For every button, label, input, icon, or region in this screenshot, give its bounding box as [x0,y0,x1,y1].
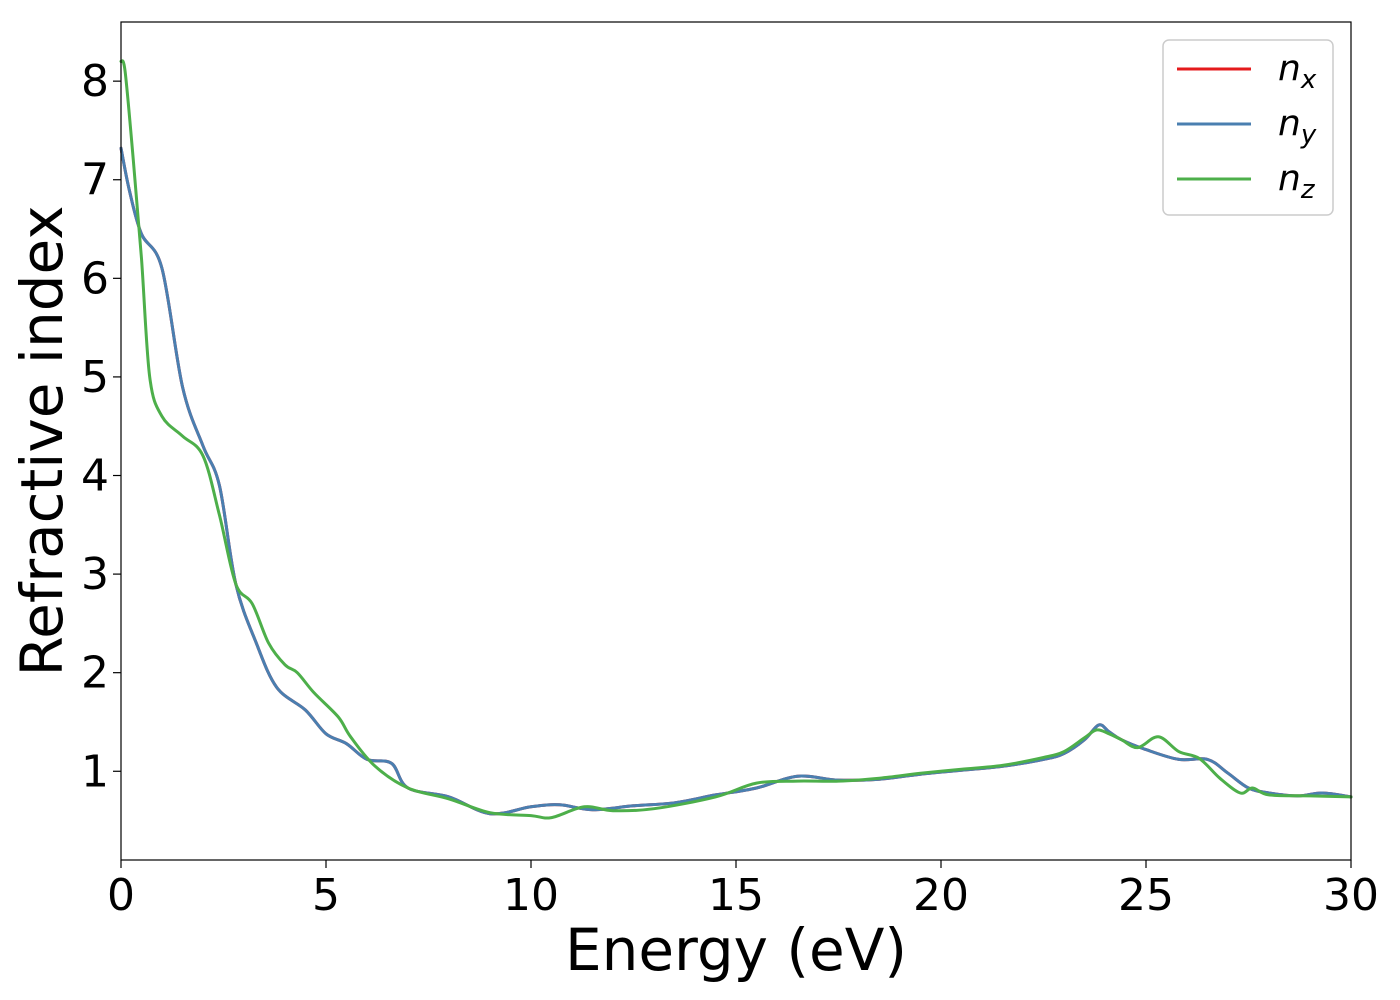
x-tick-label: 0 [107,870,135,921]
series-layer [119,59,1353,820]
legend-box [1162,39,1334,216]
series-line-nx [119,146,1353,816]
x-axis-title: Energy (eV) [565,916,907,984]
legend: nx ny nz [1162,39,1334,216]
x-tick-label: 30 [1323,870,1379,921]
legend-label-nx: nx [1278,48,1317,95]
y-tick-label: 5 [81,352,109,403]
x-tick-label: 25 [1118,870,1174,921]
y-tick-label: 3 [81,549,109,600]
x-tick-label: 20 [913,870,969,921]
x-tick-label: 5 [312,870,340,921]
y-tick-label: 2 [81,648,109,699]
y-tick-label: 4 [81,451,109,502]
legend-label-nz: nz [1278,158,1316,205]
y-tick-label: 1 [81,746,109,797]
legend-label-ny: ny [1278,103,1317,150]
y-tick-label: 8 [81,56,109,107]
ticks-layer: 0 5 10 15 20 25 30 1 2 3 4 5 6 7 8 [81,56,1379,921]
y-tick-label: 6 [81,253,109,304]
y-tick-label: 7 [81,155,109,206]
series-line-nz [119,59,1353,820]
series-line-ny [119,146,1353,816]
y-axis-title: Refractive index [8,205,76,676]
x-tick-label: 10 [503,870,559,921]
x-tick-label: 15 [708,870,764,921]
